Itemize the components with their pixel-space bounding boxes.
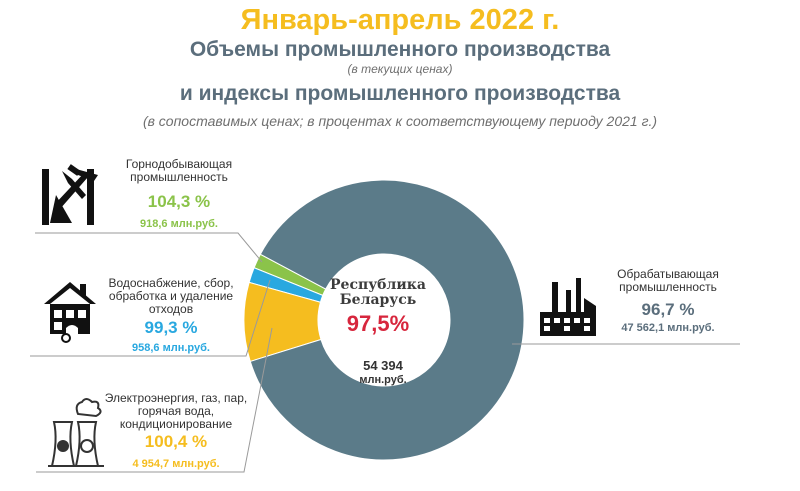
center-total-unit: млн.руб. xyxy=(359,374,407,386)
leader-line-water xyxy=(30,279,271,357)
energy-label-line2: горячая вода, xyxy=(137,404,215,418)
donut-hole xyxy=(318,254,450,386)
subtitle-indices-note: (в сопоставимых ценах; в процентах к соо… xyxy=(142,113,658,129)
leader-line-mining xyxy=(35,232,263,263)
donut-segments xyxy=(243,179,525,461)
center-total-value: 54 394 xyxy=(363,358,403,373)
manufacturing-index: 96,7 % xyxy=(641,300,695,319)
water-label-line3: отходов xyxy=(148,302,194,316)
energy-volume: 4 954,7 млн.руб. xyxy=(132,458,220,470)
mining-index: 104,3 % xyxy=(147,192,211,211)
water-label: Водоснабжение, сбор, обработка и удалени… xyxy=(96,277,246,316)
factory-icon xyxy=(540,278,596,336)
mining-label-line2: промышленность xyxy=(130,170,228,184)
main-title: Январь-апрель 2022 г. xyxy=(240,4,560,36)
manufacturing-label: Обрабатывающая промышленность xyxy=(598,268,738,294)
water-index: 99,3 % xyxy=(144,318,198,337)
mining-icon xyxy=(42,164,98,225)
water-label-line2: обработка и удаление xyxy=(108,289,234,303)
water-house-icon xyxy=(44,282,96,343)
subtitle-volumes-note: (в текущих ценах) xyxy=(347,62,453,76)
center-region-line2: Беларусь xyxy=(339,292,417,308)
power-plant-icon xyxy=(48,398,104,467)
center-index: 97,5% xyxy=(346,311,410,336)
manufacturing-label-line2: промышленность xyxy=(619,280,717,294)
center-total: 54 394 млн.руб. xyxy=(330,358,436,388)
water-label-line1: Водоснабжение, сбор, xyxy=(108,276,234,290)
subtitle-volumes: Объемы промышленного производства xyxy=(189,38,611,61)
energy-label-line3: кондиционирование xyxy=(119,417,233,431)
leader-lines xyxy=(30,232,740,473)
leader-line-energy xyxy=(36,327,273,473)
manufacturing-label-line1: Обрабатывающая xyxy=(617,267,719,281)
mining-label: Горнодобывающая промышленность xyxy=(104,158,254,184)
center-region-line1: Республика xyxy=(330,277,426,293)
energy-label: Электроэнергия, газ, пар, горячая вода, … xyxy=(96,392,256,431)
water-volume: 958,6 млн.руб. xyxy=(132,342,210,354)
energy-label-line1: Электроэнергия, газ, пар, xyxy=(104,391,248,405)
mining-volume: 918,6 млн.руб. xyxy=(140,218,218,230)
energy-index: 100,4 % xyxy=(144,432,208,451)
mining-label-line1: Горнодобывающая xyxy=(125,157,233,171)
center-region-label: Республика Беларусь xyxy=(325,278,431,308)
manufacturing-volume: 47 562,1 млн.руб. xyxy=(621,322,715,334)
subtitle-indices: и индексы промышленного производства xyxy=(179,82,621,105)
